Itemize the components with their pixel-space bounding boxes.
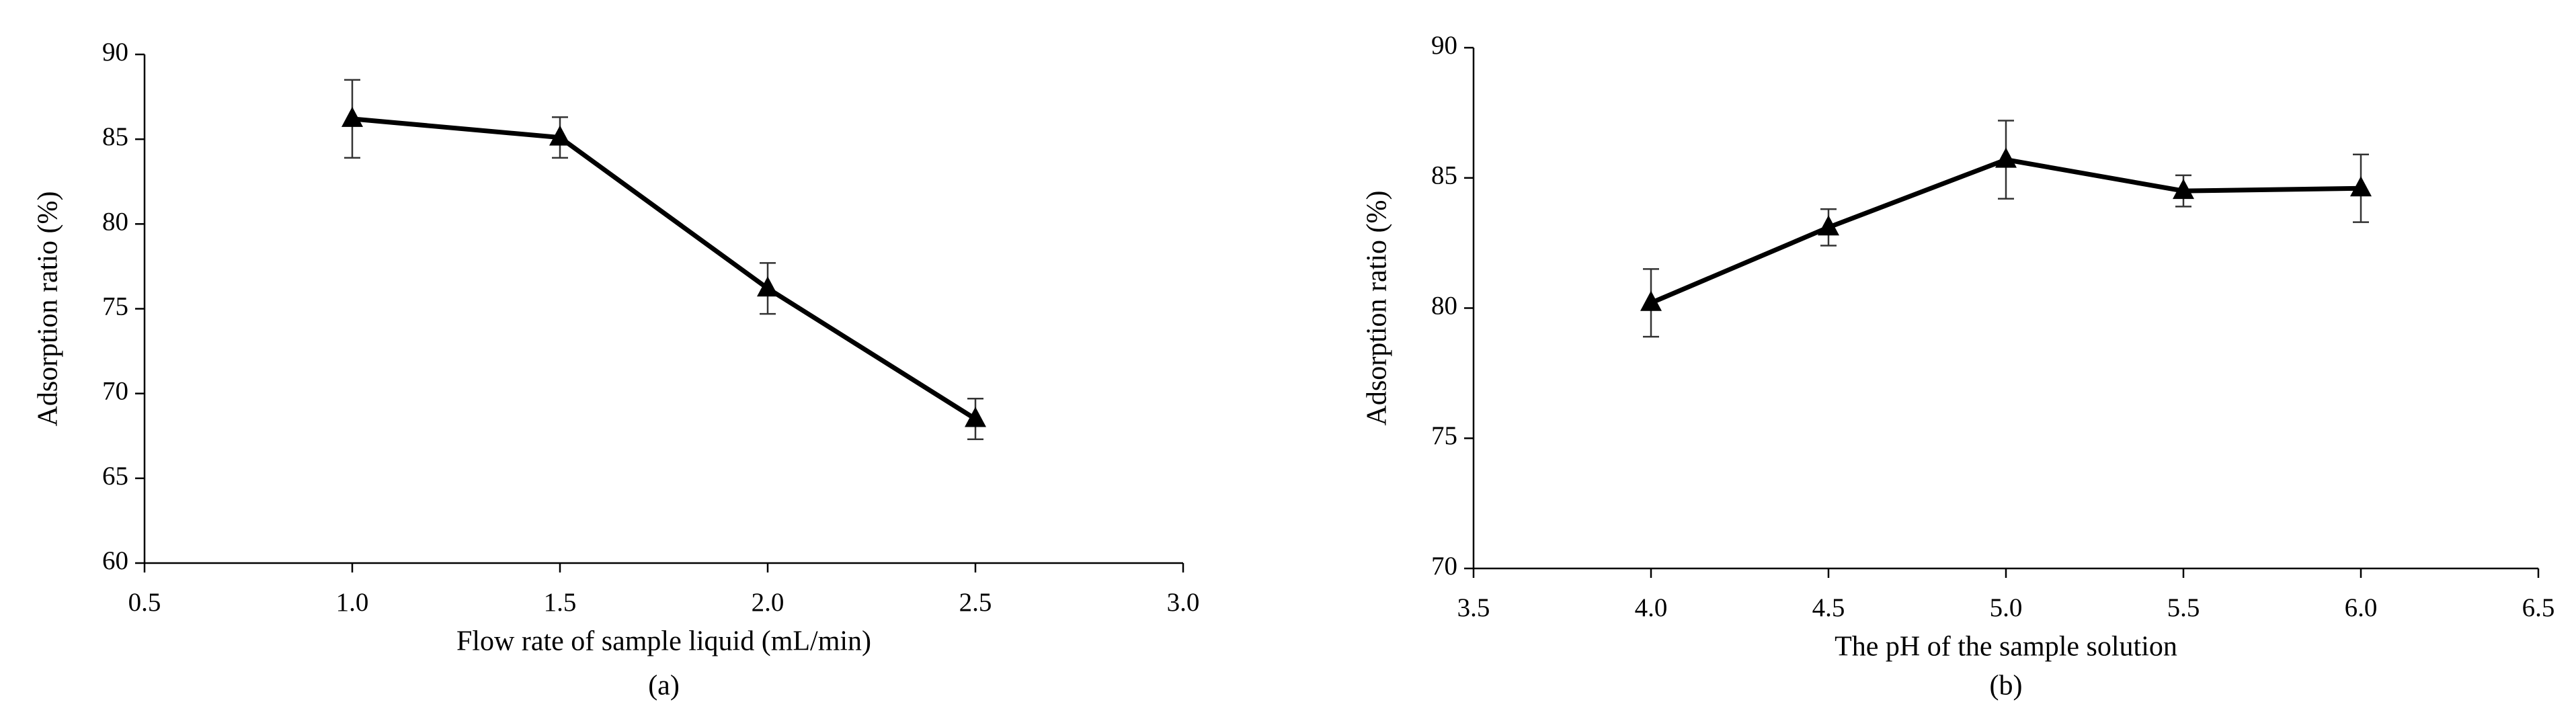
- marker: [1995, 147, 2017, 168]
- y-tick-label: 85: [1431, 161, 1457, 190]
- x-tick-label: 1.5: [544, 588, 577, 617]
- y-tick-label: 80: [1431, 291, 1457, 320]
- caption: (a): [648, 671, 680, 701]
- marker: [1818, 215, 1839, 236]
- x-tick-label: 5.5: [2167, 593, 2200, 622]
- x-tick-label: 5.0: [1990, 593, 2023, 622]
- marker: [549, 125, 571, 146]
- marker: [965, 407, 986, 427]
- y-tick-label: 75: [102, 292, 128, 321]
- x-tick-label: 3.0: [1167, 588, 1200, 617]
- x-tick-label: 2.0: [752, 588, 784, 617]
- y-tick-label: 80: [102, 207, 128, 236]
- x-tick-label: 6.0: [2345, 593, 2378, 622]
- y-tick-label: 90: [102, 38, 128, 67]
- marker: [2350, 176, 2372, 197]
- marker: [2173, 179, 2194, 200]
- marker: [1640, 290, 1662, 311]
- x-tick-label: 3.5: [1457, 593, 1490, 622]
- y-axis-title: Adsorption ratio (%): [33, 192, 64, 427]
- x-tick-label: 0.5: [128, 588, 161, 617]
- y-tick-label: 75: [1431, 421, 1457, 450]
- y-tick-label: 70: [102, 377, 128, 406]
- x-axis-title: Flow rate of sample liquid (mL/min): [456, 626, 871, 657]
- line: [352, 116, 977, 421]
- y-tick-label: 65: [102, 462, 128, 491]
- y-tick-label: 70: [1431, 552, 1457, 581]
- y-tick-label: 85: [102, 122, 128, 151]
- marker: [341, 106, 363, 127]
- x-tick-label: 1.0: [336, 588, 369, 617]
- x-tick-label: 4.5: [1812, 593, 1845, 622]
- x-tick-label: 6.5: [2522, 593, 2555, 622]
- x-axis-title: The pH of the sample solution: [1835, 632, 2177, 663]
- y-tick-label: 60: [102, 546, 128, 575]
- caption: (b): [1990, 671, 2023, 701]
- y-tick-label: 90: [1431, 31, 1457, 60]
- marker: [757, 276, 778, 297]
- x-tick-label: 4.0: [1635, 593, 1668, 622]
- y-axis-title: Adsorption ratio (%): [1362, 191, 1393, 426]
- x-tick-label: 2.5: [959, 588, 992, 617]
